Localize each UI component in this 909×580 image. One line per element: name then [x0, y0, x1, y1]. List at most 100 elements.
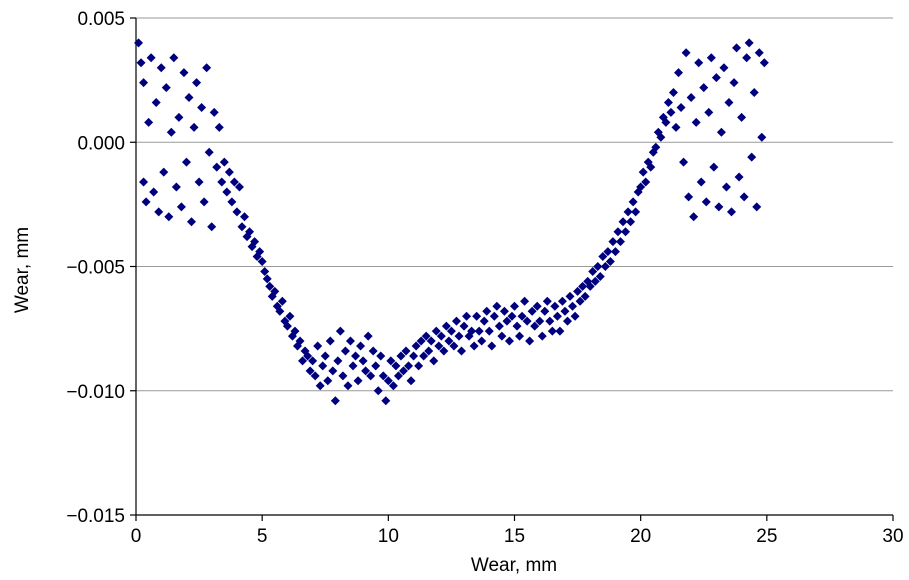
data-point — [351, 351, 361, 361]
data-point — [313, 341, 323, 351]
data-point — [598, 252, 608, 262]
data-point — [570, 311, 580, 321]
data-point — [520, 296, 530, 306]
data-point — [209, 107, 219, 117]
data-point — [421, 331, 431, 341]
data-point — [376, 351, 386, 361]
data-point — [621, 227, 631, 237]
data-point — [709, 162, 719, 172]
data-point — [510, 301, 519, 311]
data-point — [585, 281, 595, 291]
data-point — [398, 366, 408, 376]
data-point — [454, 331, 464, 341]
data-point — [144, 117, 154, 127]
data-point — [507, 311, 517, 321]
data-point — [189, 122, 199, 132]
data-point — [345, 336, 355, 346]
data-point — [227, 197, 237, 207]
data-point — [214, 122, 224, 132]
data-point — [401, 346, 411, 356]
data-point — [262, 274, 272, 284]
data-point — [757, 132, 767, 142]
data-point — [595, 271, 605, 281]
data-point — [308, 356, 318, 366]
data-point — [149, 187, 159, 197]
data-point — [560, 306, 570, 316]
data-point — [373, 386, 383, 396]
data-point — [333, 356, 343, 366]
data-point — [568, 301, 578, 311]
data-point — [260, 266, 270, 276]
data-point — [207, 222, 217, 232]
data-points — [134, 38, 769, 406]
y-tick-label-4: −0.015 — [66, 506, 125, 527]
data-point — [275, 306, 285, 316]
data-point — [436, 331, 446, 341]
data-point — [686, 93, 696, 103]
data-point — [298, 356, 308, 366]
data-point — [414, 361, 424, 371]
data-point — [315, 381, 325, 391]
data-point — [737, 112, 747, 122]
data-point — [343, 381, 353, 391]
data-point — [734, 172, 744, 182]
data-point — [181, 157, 191, 167]
data-point — [752, 202, 762, 212]
data-point — [393, 371, 403, 381]
data-point — [527, 306, 537, 316]
data-point — [240, 212, 250, 222]
data-point — [638, 167, 648, 177]
data-point — [192, 78, 202, 88]
data-point — [482, 306, 492, 316]
x-tick-label-4: 20 — [630, 526, 651, 547]
data-point — [467, 326, 477, 336]
x-tick-label-3: 15 — [504, 526, 525, 547]
data-point — [626, 217, 636, 227]
data-point — [444, 336, 454, 346]
data-point — [232, 207, 242, 217]
data-point — [356, 341, 366, 351]
data-point — [610, 247, 620, 257]
data-point — [477, 336, 487, 346]
data-point — [515, 331, 525, 341]
data-point — [310, 371, 320, 381]
data-point — [550, 301, 560, 311]
data-point — [704, 107, 714, 117]
data-point — [234, 182, 244, 192]
data-point — [535, 316, 545, 326]
data-point — [623, 207, 633, 217]
data-point — [552, 311, 562, 321]
data-point — [618, 217, 628, 227]
data-point — [237, 222, 247, 232]
data-point — [716, 127, 726, 137]
data-point — [270, 286, 280, 296]
data-point — [134, 38, 144, 48]
x-tick-label-5: 25 — [756, 526, 777, 547]
data-point — [136, 58, 146, 68]
data-point — [406, 376, 416, 386]
data-point — [679, 157, 689, 167]
data-point — [699, 83, 709, 93]
data-point — [580, 291, 590, 301]
data-point — [363, 331, 373, 341]
data-point — [562, 316, 572, 326]
data-point — [557, 296, 567, 306]
data-point — [540, 306, 550, 316]
data-point — [727, 207, 737, 217]
data-point — [742, 53, 752, 63]
data-point — [525, 336, 535, 346]
data-point — [732, 43, 742, 53]
data-point — [348, 361, 358, 371]
data-point — [441, 321, 451, 331]
x-tick-label-6: 30 — [882, 526, 903, 547]
data-point — [320, 351, 330, 361]
x-tick-label-1: 5 — [257, 526, 268, 547]
data-point — [212, 162, 222, 172]
data-point — [229, 177, 239, 187]
data-point — [759, 58, 769, 68]
data-point — [335, 326, 345, 336]
data-point — [681, 48, 691, 58]
data-point — [600, 262, 610, 271]
data-point — [522, 316, 532, 326]
data-point — [691, 117, 701, 127]
